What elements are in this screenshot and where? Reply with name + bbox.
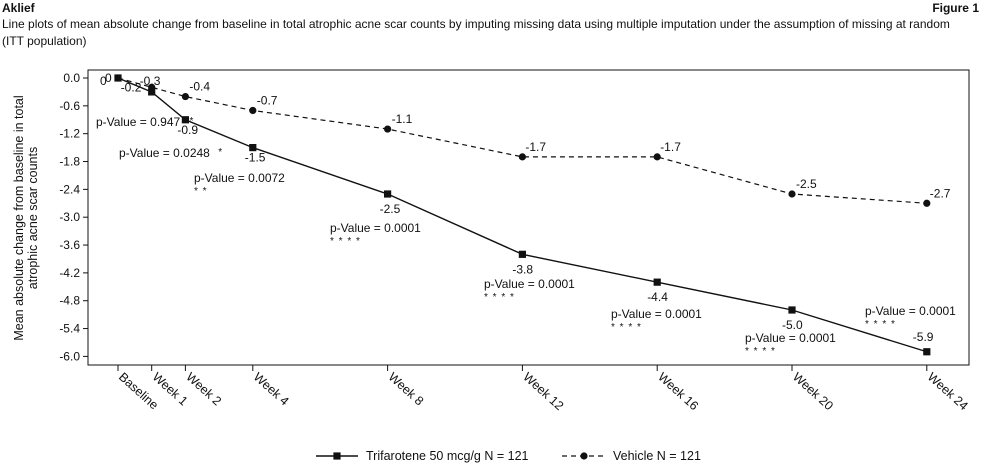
trifarotene-data-label: 0	[100, 74, 107, 88]
figure-number: Figure 1	[932, 1, 979, 15]
trifarotene-data-label: -5.9	[913, 330, 934, 344]
trifarotene-point	[249, 144, 257, 152]
vehicle-data-label: -1.7	[660, 140, 681, 154]
trifarotene-data-label: -3.8	[512, 262, 533, 276]
vehicle-data-label: -0.2	[121, 80, 142, 94]
x-tick-label: Week 16	[655, 370, 701, 413]
y-tick-label: -3.6	[59, 238, 80, 252]
trifarotene-point	[923, 348, 931, 356]
p-value-label: p-Value = 0.0072	[194, 171, 285, 185]
significance-stars: * * * *	[745, 346, 776, 357]
trifarotene-data-label: -1.5	[245, 151, 266, 165]
x-tick-label: Week 4	[251, 370, 292, 409]
vehicle-data-label: -0.4	[189, 80, 210, 94]
significance-stars: * * * *	[865, 319, 896, 330]
trifarotene-point	[788, 306, 796, 314]
legend: Trifarotene 50 mcg/g N = 121 Vehicle N = …	[316, 449, 701, 463]
trifarotene-point	[518, 250, 526, 258]
significance-stars: *	[218, 147, 222, 158]
p-value-label: p-Value = 0.0001	[484, 277, 575, 291]
significance-stars: * * * *	[330, 236, 361, 247]
y-tick-label: -3.0	[59, 210, 80, 224]
significance-stars: * * * *	[484, 292, 515, 303]
vehicle-point	[518, 153, 527, 161]
vehicle-data-label: -0.7	[257, 93, 278, 107]
vehicle-data-label: 0	[105, 71, 112, 85]
vehicle-data-label: -1.1	[392, 112, 413, 126]
y-axis: 0.0 -0.6 -1.2 -1.8 -2.4 -3.0 -3.6 -4.2 -4.8 -5.4 -…	[59, 71, 88, 363]
trifarotene-data-label: -4.4	[647, 290, 668, 304]
x-tick-label: Week 8	[386, 370, 427, 409]
document-label: Aklief	[2, 1, 35, 15]
trifarotene-point	[181, 116, 189, 124]
significance-stars: *	[190, 116, 194, 127]
significance-stars: * *	[194, 186, 208, 197]
trifarotene-point	[653, 278, 661, 286]
vehicle-point	[384, 125, 392, 133]
plot-frame	[87, 69, 970, 366]
x-tick-label: Week 24	[925, 370, 971, 413]
annotation-layer: p-Value = 0.947 * p-Value = 0.0248 * p-Value…	[96, 115, 956, 357]
p-value-label: p-Value = 0.0248	[119, 146, 210, 160]
trifarotene-point	[148, 88, 156, 96]
vehicle-data-label: -1.7	[525, 140, 546, 154]
y-tick-label: -4.2	[59, 266, 80, 280]
trifarotene-data-label: -0.9	[177, 123, 198, 137]
x-tick-label: Week 2	[183, 370, 224, 409]
vehicle-point	[788, 190, 796, 198]
p-value-label: p-Value = 0.0001	[865, 304, 956, 318]
p-value-label: p-Value = 0.0001	[330, 221, 421, 235]
y-axis-label: Mean absolute change from baseline in to…	[12, 95, 40, 340]
vehicle-data-label: -2.7	[930, 186, 951, 200]
y-tick-label: -6.0	[59, 349, 80, 363]
trifarotene-line	[117, 77, 928, 353]
legend-vehicle-marker	[580, 452, 588, 460]
y-tick-label: -4.8	[59, 294, 80, 308]
y-tick-label: -5.4	[59, 322, 80, 336]
y-tick-label: -1.8	[59, 155, 80, 169]
trifarotene-point	[114, 74, 122, 82]
vehicle-point	[249, 106, 257, 115]
vehicle-data-label: -2.5	[796, 177, 817, 191]
y-tick-label: 0.0	[63, 71, 80, 85]
trifarotene-data-label: -0.3	[140, 74, 161, 88]
y-tick-label: -1.2	[59, 127, 80, 141]
y-tick-label: -0.6	[59, 99, 80, 113]
vehicle-point	[181, 92, 189, 101]
trifarotene-data-label: -5.0	[782, 318, 803, 332]
x-tick-label: Week 12	[520, 370, 566, 413]
p-value-label: p-Value = 0.0001	[611, 307, 702, 321]
legend-vehicle-label: Vehicle N = 121	[613, 449, 701, 463]
legend-trifarotene-label: Trifarotene 50 mcg/g N = 121	[366, 449, 529, 463]
legend-trifarotene-marker	[333, 452, 341, 460]
series-layer: 0 -0.3 -0.9 -1.5 -2.5 -3.8 -4.4 -5.0 -5.9 0 -0.2 -0…	[100, 71, 951, 356]
y-tick-label: -2.4	[59, 182, 80, 196]
p-value-label: p-Value = 0.0001	[745, 331, 836, 345]
x-tick-label: Week 20	[790, 370, 836, 413]
significance-stars: * * * *	[611, 322, 642, 333]
p-value-label: p-Value = 0.947	[96, 115, 181, 129]
vehicle-point	[923, 199, 931, 207]
trifarotene-data-label: -2.5	[380, 202, 401, 216]
trifarotene-point	[384, 190, 392, 198]
figure-caption: Line plots of mean absolute change from …	[2, 17, 950, 48]
vehicle-point	[653, 153, 661, 161]
